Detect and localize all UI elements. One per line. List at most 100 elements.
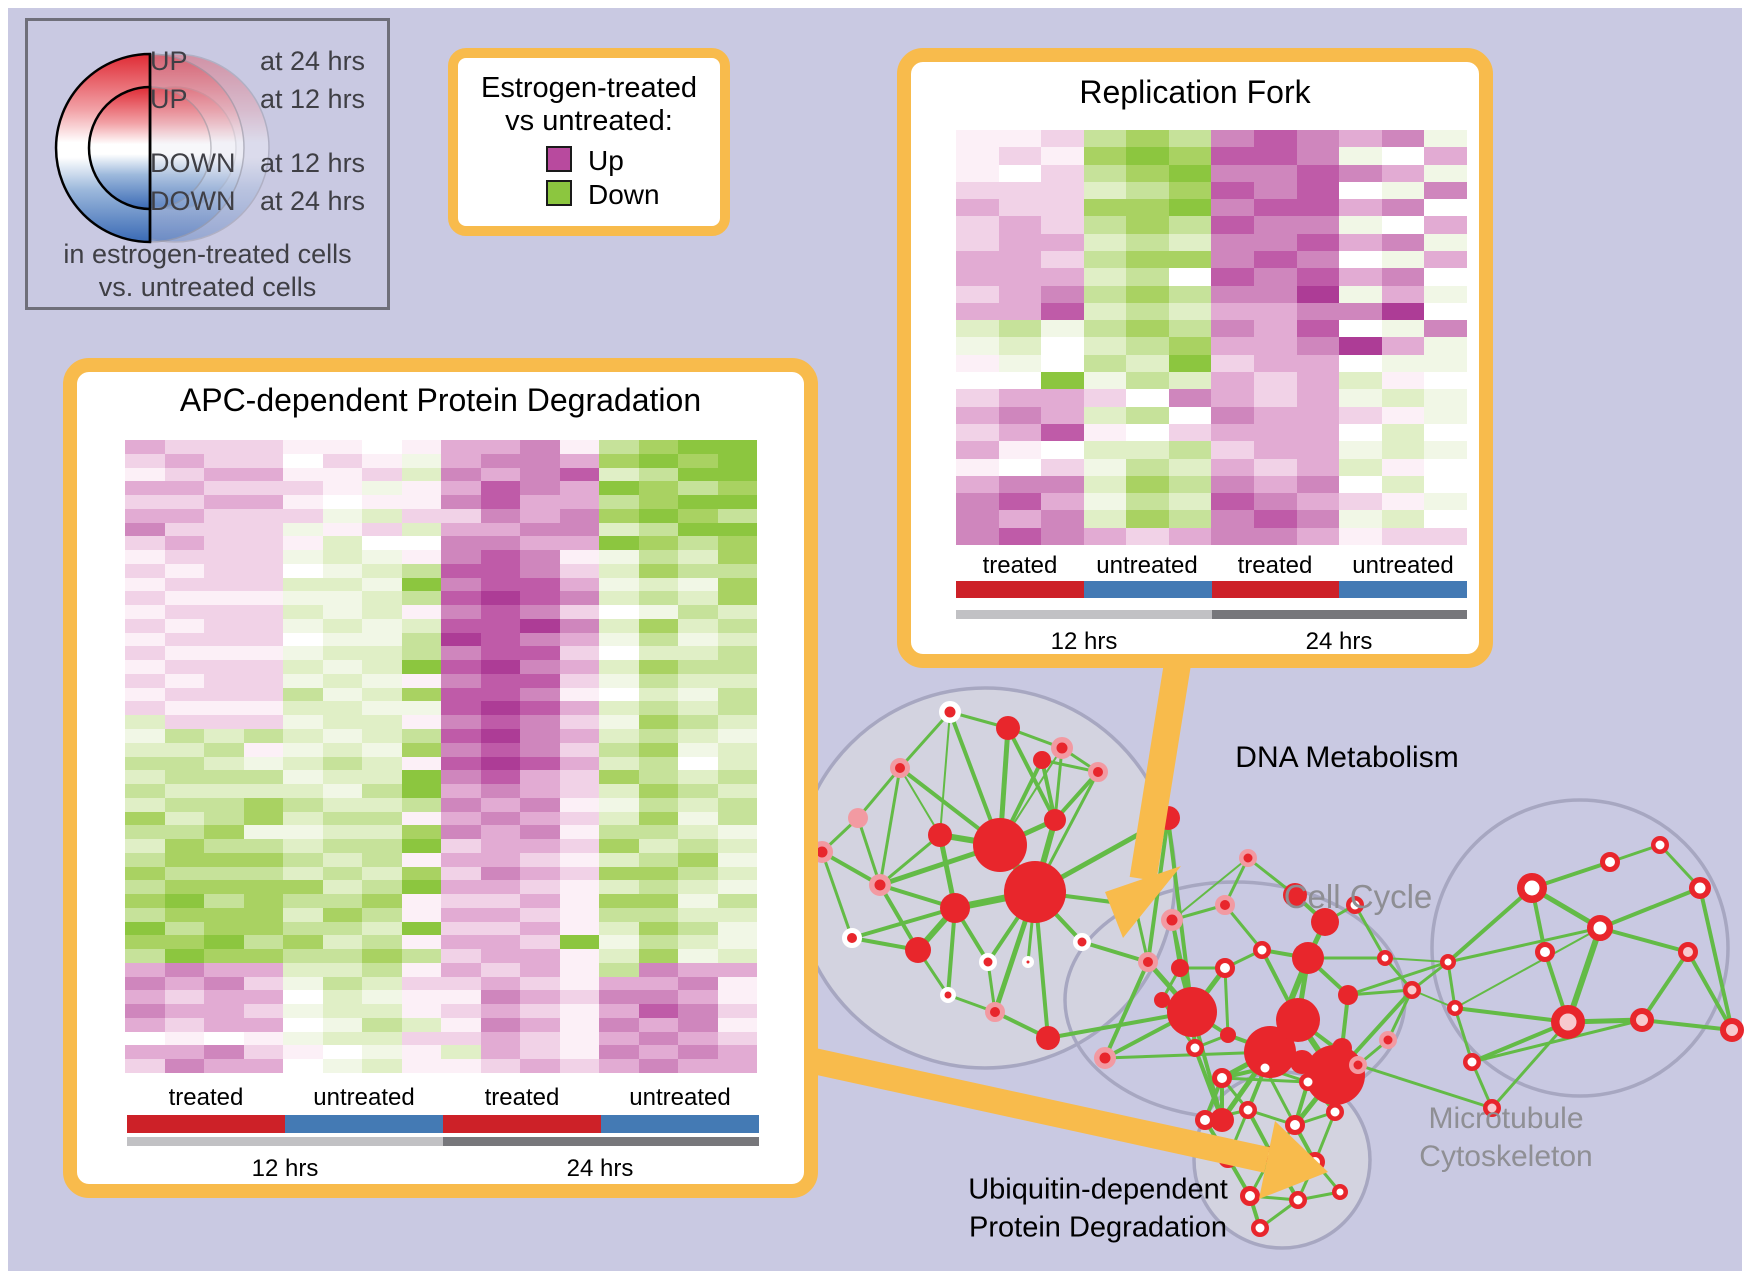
heatmap-cell [1296,406,1340,424]
heatmap-cell [998,372,1042,390]
heatmap-cell [441,701,481,716]
heatmap-cell [480,839,520,853]
heatmap-cell [362,632,402,647]
heatmap-cell [322,839,362,853]
heatmap-cell [638,921,678,936]
heatmap-cell [401,453,441,468]
heatmap-cell [717,1031,757,1046]
heatmap-cell [1254,354,1297,373]
heatmap-cell [441,605,481,619]
heatmap-cell [362,522,402,537]
heatmap-cell [520,481,560,496]
heatmap-cell [717,481,757,496]
heatmap-cell [1381,510,1425,528]
heatmap-cell [441,673,481,688]
heatmap-cell [401,577,441,592]
heatmap-cell [520,440,560,454]
heatmap-cell [125,563,165,578]
heatmap-cell [480,770,520,785]
heatmap-cell [956,406,999,424]
heatmap-cell [401,866,441,881]
heatmap-cell [283,866,323,881]
heatmap-cell [441,811,481,826]
heatmap-cell [322,880,362,895]
heatmap-cell [441,880,481,895]
heatmap-cell [1126,354,1169,373]
heatmap-cell [559,605,599,619]
heatmap-cell [599,673,639,688]
heatmap-cell [243,976,283,991]
heatmap-cell [678,481,718,496]
heatmap-cell [638,481,678,496]
heatmap-cell [1381,493,1425,511]
heatmap-cell [559,962,599,977]
heatmap-cell [1211,441,1255,459]
heatmap-cell [164,1004,204,1018]
network-node [1720,1018,1744,1042]
heatmap-cell [480,962,520,977]
heatmap-cell [401,660,441,674]
network-edge [1454,1006,1569,1024]
heatmap-cell [998,285,1042,303]
heatmap-cell [1126,130,1169,148]
heatmap-cell [362,646,402,661]
heatmap-cell [717,839,757,853]
heatmap-cell [717,880,757,895]
heatmap-cell [1168,389,1212,407]
heatmap-cell [164,453,204,468]
heatmap-cell [322,715,362,729]
heatmap-cell [599,825,639,840]
heatmap-cell [322,618,362,633]
heatmap-cell [717,770,757,785]
heatmap-cell [599,632,639,647]
heatmap-cell [204,825,244,840]
heatmap-cell [362,921,402,936]
heatmap-cell [520,770,560,785]
heatmap-cell [638,605,678,619]
heatmap-cell [243,701,283,716]
heatmap-cell [441,962,481,977]
heatmap-cell [164,1017,204,1032]
heatmap-cell [164,577,204,592]
heatmap-cell [1168,268,1212,286]
heatmap-cell [401,894,441,908]
heatmap-cell [204,605,244,619]
heatmap-cell [401,522,441,537]
heatmap-cell [1254,130,1297,148]
heatmap-cell [480,742,520,757]
heatmap-cell [1083,510,1127,528]
heatmap-cell [956,493,999,511]
heatmap-cell [1339,389,1382,407]
heatmap-cell [362,976,402,991]
heatmap-cell [322,921,362,936]
heatmap-cell [520,756,560,771]
heatmap-cell [283,949,323,963]
heatmap-cell [599,522,639,537]
heatmap-cell [125,1031,165,1046]
heatmap-cell [480,935,520,950]
heatmap-cell [1211,302,1255,321]
heatmap-cell [322,825,362,840]
replication-group-label: untreated [1096,552,1198,579]
heatmap-cell [283,797,323,812]
heatmap-cell [243,839,283,853]
heatmap-cell [638,839,678,853]
heatmap-cell [1296,147,1340,165]
heatmap-cell [559,660,599,674]
heatmap-cell [717,673,757,688]
heatmap-cell [1296,251,1340,269]
heatmap-cell [243,715,283,729]
heatmap-cell [1126,147,1169,165]
heatmap-cell [1381,372,1425,390]
apc-12hrs-label: 12 hrs [251,1155,319,1182]
heatmap-cell [717,536,757,551]
heatmap-cell [599,949,639,963]
heatmap-cell [283,563,323,578]
heatmap-cell [164,522,204,537]
heatmap-cell [998,337,1042,355]
heatmap-cell [520,894,560,908]
heatmap-cell [1424,337,1467,355]
heatmap-cell [1296,423,1340,442]
heatmap-cell [243,618,283,633]
